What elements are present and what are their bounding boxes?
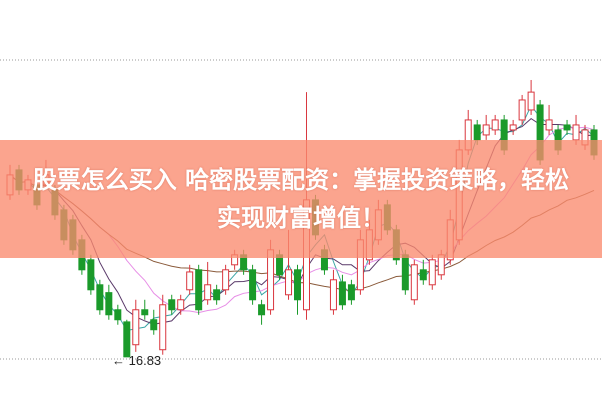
candle-down — [168, 299, 176, 311]
candle-down — [473, 124, 481, 141]
candle-up — [410, 264, 418, 301]
candle-up — [267, 249, 275, 311]
low-price-value: 16.83 — [128, 353, 162, 368]
candle-up — [285, 269, 293, 296]
title-line-1: 股票怎么买入 哈密股票配资：掌握投资策略，轻松 — [32, 166, 570, 194]
candle-down — [338, 281, 346, 306]
candle-up — [509, 124, 517, 131]
candle-down — [249, 269, 257, 301]
candle-up — [159, 304, 167, 351]
candle-up — [527, 91, 535, 111]
candle-down — [563, 124, 571, 131]
candle-down — [105, 292, 113, 316]
candle-down — [258, 304, 266, 316]
candle-up — [428, 259, 436, 286]
candle-down — [294, 269, 302, 301]
candle-down — [195, 269, 203, 311]
candle-up — [545, 119, 553, 131]
candle-up — [482, 124, 490, 136]
candle-up — [132, 309, 140, 346]
candle-up — [204, 284, 212, 301]
title-banner: 股票怎么买入 哈密股票配资：掌握投资策略，轻松 实现财富增值！ — [0, 140, 602, 258]
candle-up — [518, 99, 526, 121]
title-line-2: 实现财富增值！ — [217, 204, 385, 232]
candle-down — [141, 309, 149, 316]
candle-down — [347, 284, 355, 301]
candle-up — [186, 271, 194, 291]
candle-up — [572, 124, 580, 141]
candle-down — [213, 289, 221, 301]
candle-down — [96, 284, 104, 311]
candle-up — [329, 279, 337, 311]
candle-up — [177, 299, 185, 311]
candle-down — [114, 309, 122, 321]
candle-up — [222, 269, 230, 291]
candle-up — [491, 119, 499, 131]
candle-down — [419, 269, 427, 281]
low-price-label: ← 16.83 — [112, 353, 162, 368]
candle-down — [123, 321, 131, 358]
candle-down — [401, 254, 409, 291]
candle-down — [87, 259, 95, 291]
candle-down — [150, 319, 158, 331]
